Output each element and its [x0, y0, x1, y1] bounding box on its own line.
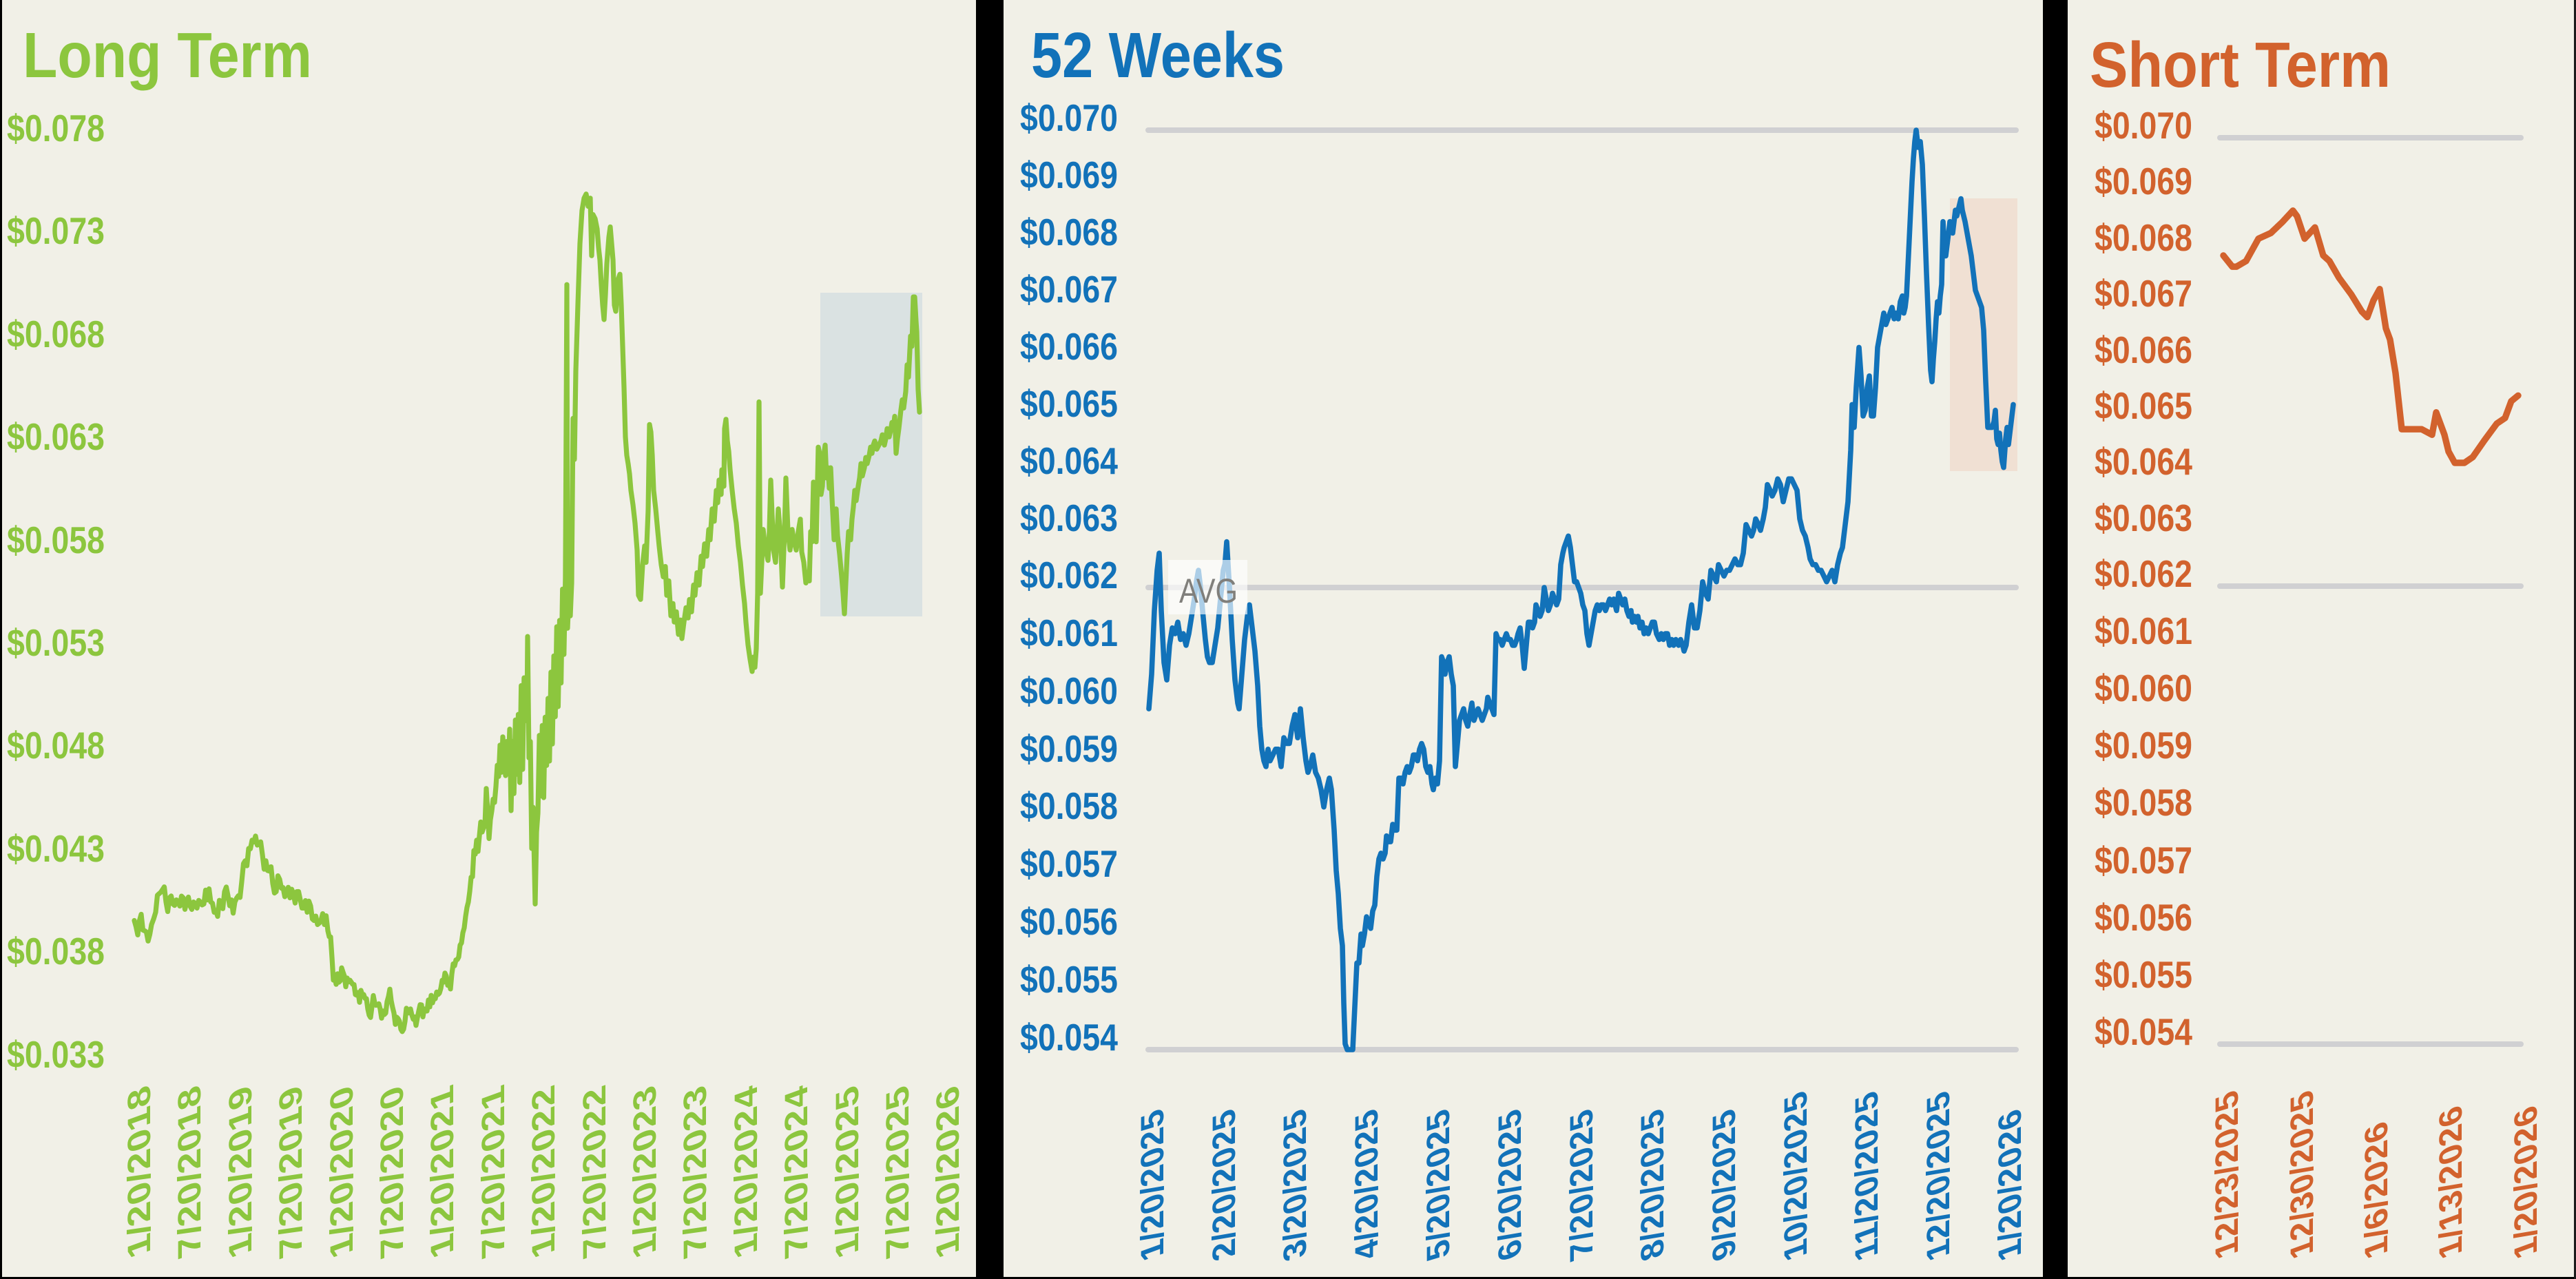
svg-text:$0.061: $0.061 [2095, 610, 2192, 652]
svg-text:$0.063: $0.063 [2095, 497, 2192, 539]
svg-text:$0.069: $0.069 [2095, 160, 2192, 202]
svg-text:$0.068: $0.068 [2095, 216, 2192, 259]
svg-text:$0.056: $0.056 [2095, 896, 2192, 939]
svg-text:$0.068: $0.068 [7, 313, 105, 355]
svg-text:$0.054: $0.054 [1020, 1016, 1118, 1059]
svg-text:$0.059: $0.059 [1020, 727, 1118, 770]
svg-text:12/20/2025: 12/20/2025 [1920, 1086, 1956, 1266]
svg-text:$0.073: $0.073 [7, 209, 105, 252]
svg-text:$0.062: $0.062 [1020, 554, 1118, 596]
svg-text:$0.057: $0.057 [1020, 842, 1118, 885]
svg-text:8/20/2025: 8/20/2025 [1634, 1104, 1670, 1266]
svg-text:$0.055: $0.055 [1020, 958, 1118, 1001]
svg-text:$0.065: $0.065 [2095, 384, 2192, 427]
svg-text:$0.054: $0.054 [2095, 1010, 2192, 1053]
svg-text:AVG: AVG [1179, 572, 1238, 610]
svg-text:7/20/2025: 7/20/2025 [1564, 1104, 1599, 1266]
svg-text:7/20/2025: 7/20/2025 [880, 1081, 915, 1263]
svg-text:$0.063: $0.063 [1020, 497, 1118, 539]
svg-text:$0.066: $0.066 [2095, 329, 2192, 371]
svg-text:$0.070: $0.070 [2095, 104, 2192, 147]
svg-text:2/20/2025: 2/20/2025 [1206, 1104, 1242, 1266]
svg-text:7/20/2022: 7/20/2022 [577, 1081, 612, 1263]
svg-text:$0.057: $0.057 [2095, 839, 2192, 882]
svg-text:1/20/2026: 1/20/2026 [2508, 1101, 2544, 1264]
svg-text:3/20/2025: 3/20/2025 [1277, 1104, 1313, 1266]
svg-text:4/20/2025: 4/20/2025 [1349, 1104, 1384, 1266]
svg-text:Short Term: Short Term [2090, 29, 2391, 101]
svg-text:10/20/2025: 10/20/2025 [1778, 1086, 1814, 1266]
svg-text:Long Term: Long Term [23, 19, 312, 91]
svg-text:1/13/2026: 1/13/2026 [2433, 1101, 2469, 1264]
svg-text:1/6/2026: 1/6/2026 [2358, 1116, 2394, 1264]
svg-text:1/20/2023: 1/20/2023 [627, 1081, 663, 1263]
svg-text:1/20/2026: 1/20/2026 [1992, 1104, 2028, 1266]
svg-text:$0.055: $0.055 [2095, 953, 2192, 996]
svg-text:1/20/2018: 1/20/2018 [121, 1081, 157, 1263]
svg-text:$0.064: $0.064 [2095, 440, 2192, 483]
svg-text:7/20/2021: 7/20/2021 [475, 1081, 511, 1263]
svg-text:$0.066: $0.066 [1020, 325, 1118, 368]
svg-text:$0.068: $0.068 [1020, 211, 1118, 253]
svg-text:$0.061: $0.061 [1020, 612, 1118, 654]
svg-text:7/20/2018: 7/20/2018 [172, 1081, 207, 1263]
svg-text:7/20/2024: 7/20/2024 [778, 1081, 814, 1263]
svg-text:$0.058: $0.058 [1020, 784, 1118, 827]
svg-text:1/20/2024: 1/20/2024 [728, 1081, 764, 1263]
svg-text:$0.059: $0.059 [2095, 724, 2192, 767]
svg-text:1/20/2025: 1/20/2025 [1134, 1104, 1170, 1266]
svg-text:$0.060: $0.060 [1020, 669, 1118, 712]
svg-text:12/30/2025: 12/30/2025 [2284, 1085, 2320, 1264]
svg-text:1/20/2025: 1/20/2025 [829, 1081, 865, 1263]
svg-text:$0.067: $0.067 [1020, 268, 1118, 311]
svg-text:1/20/2020: 1/20/2020 [324, 1081, 360, 1263]
svg-text:$0.048: $0.048 [7, 724, 105, 767]
svg-text:1/20/2026: 1/20/2026 [930, 1081, 966, 1263]
svg-text:9/20/2025: 9/20/2025 [1706, 1104, 1742, 1266]
svg-text:$0.067: $0.067 [2095, 272, 2192, 315]
svg-text:$0.038: $0.038 [7, 930, 105, 973]
svg-text:$0.056: $0.056 [1020, 900, 1118, 943]
svg-text:$0.064: $0.064 [1020, 439, 1118, 482]
svg-text:$0.058: $0.058 [7, 519, 105, 561]
svg-text:$0.070: $0.070 [1020, 96, 1118, 139]
svg-text:6/20/2025: 6/20/2025 [1492, 1104, 1528, 1266]
svg-text:$0.063: $0.063 [7, 415, 105, 458]
svg-text:7/20/2020: 7/20/2020 [374, 1081, 410, 1263]
svg-text:7/20/2019: 7/20/2019 [273, 1081, 309, 1263]
svg-text:$0.078: $0.078 [7, 107, 105, 149]
svg-text:52 Weeks: 52 Weeks [1031, 19, 1285, 91]
svg-text:$0.060: $0.060 [2095, 667, 2192, 709]
svg-text:11/20/2025: 11/20/2025 [1849, 1086, 1884, 1266]
svg-text:5/20/2025: 5/20/2025 [1420, 1104, 1456, 1266]
svg-text:1/20/2022: 1/20/2022 [526, 1081, 561, 1263]
svg-text:$0.065: $0.065 [1020, 382, 1118, 425]
svg-text:1/20/2019: 1/20/2019 [222, 1081, 258, 1263]
svg-text:$0.033: $0.033 [7, 1033, 105, 1076]
svg-text:12/23/2025: 12/23/2025 [2209, 1085, 2245, 1264]
svg-text:$0.062: $0.062 [2095, 552, 2192, 595]
svg-text:$0.069: $0.069 [1020, 154, 1118, 196]
svg-text:$0.043: $0.043 [7, 827, 105, 870]
svg-text:$0.058: $0.058 [2095, 781, 2192, 824]
svg-text:1/20/2021: 1/20/2021 [424, 1081, 460, 1263]
svg-text:7/20/2023: 7/20/2023 [677, 1081, 713, 1263]
svg-text:$0.053: $0.053 [7, 621, 105, 664]
